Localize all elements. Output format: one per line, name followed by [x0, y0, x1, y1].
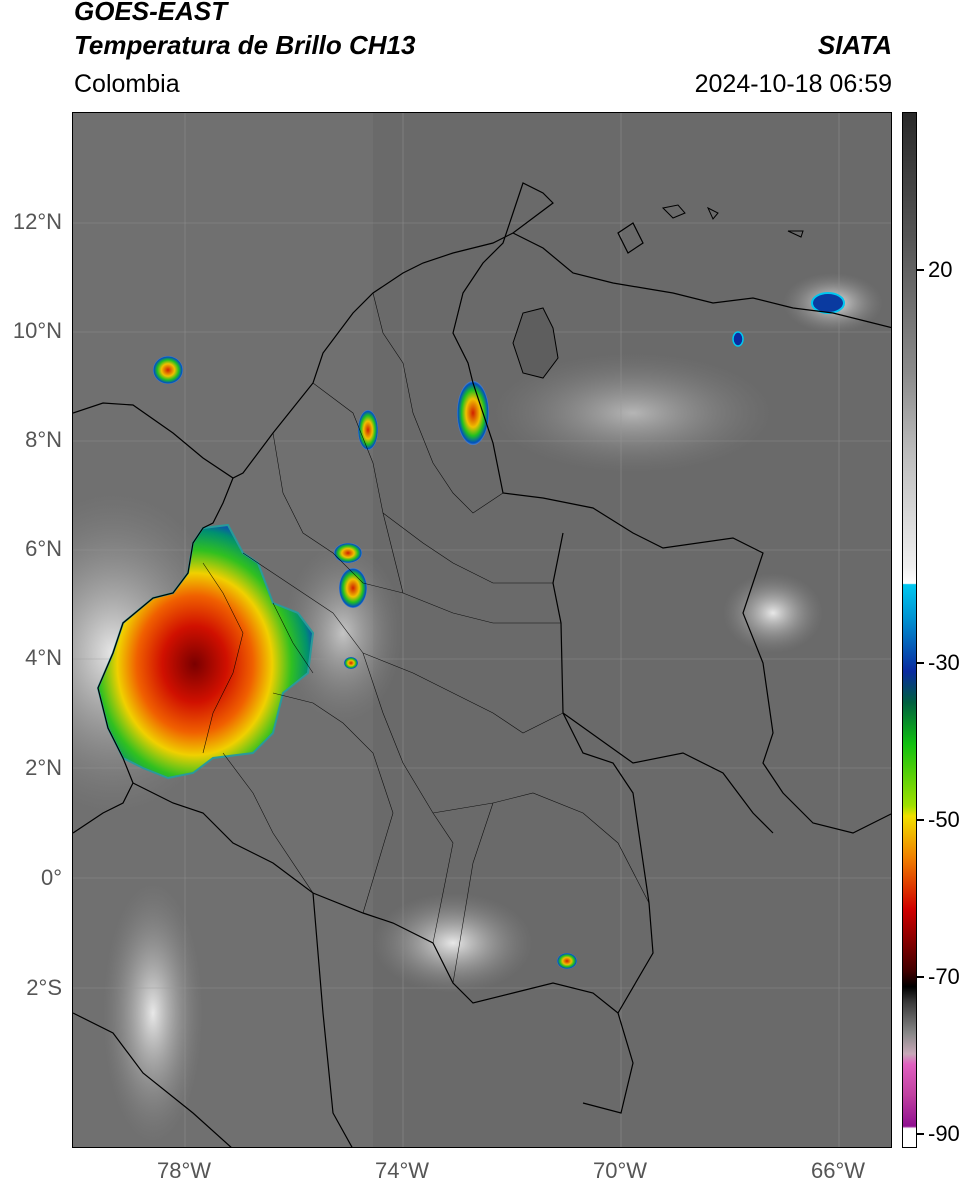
colorbar-label: -70	[928, 964, 960, 989]
lake-maracaibo	[512, 307, 559, 379]
lat-label: 12°N	[12, 209, 62, 234]
lat-label: 6°N	[25, 536, 62, 561]
lon-label: 70°W	[592, 1158, 648, 1183]
lon-label: 78°W	[156, 1158, 212, 1183]
agency-label: SIATA	[817, 30, 892, 60]
lat-label: 8°N	[25, 427, 62, 452]
cloud-band	[493, 353, 773, 473]
colorbar-tick	[917, 1133, 924, 1135]
timestamp-label: 2024-10-18 06:59	[694, 70, 892, 98]
cloud-pacific-south	[103, 883, 203, 1143]
colorbar-tick	[917, 662, 924, 664]
satellite-title: GOES-EAST	[74, 0, 228, 26]
lat-label: 2°N	[25, 755, 62, 780]
storm-cell-magdalena	[358, 410, 378, 450]
storm-cell-antioquia	[339, 568, 367, 608]
colorbar-label: -30	[928, 650, 960, 675]
lat-label: 0°	[40, 865, 62, 890]
satellite-map[interactable]	[72, 112, 892, 1148]
cloud-andes	[283, 543, 403, 723]
map-canvas	[73, 113, 891, 1147]
storm-cell-catatumbo	[457, 381, 489, 445]
region-label: Colombia	[74, 70, 180, 98]
internal-borders	[202, 292, 650, 984]
colorbar-tick	[917, 269, 924, 271]
storm-cell-venezuela	[811, 292, 845, 314]
storm-cell-panama	[153, 356, 183, 384]
borders	[73, 182, 891, 1147]
lon-label: 74°W	[374, 1158, 430, 1183]
colorbar-label: -90	[928, 1121, 960, 1146]
cloud-east	[723, 573, 823, 653]
colorbar	[902, 112, 917, 1148]
storm-cell-tolima	[344, 657, 358, 669]
lon-label: 66°W	[810, 1158, 866, 1183]
storm-cell-amazon	[557, 953, 577, 969]
colorbar-label: -50	[928, 807, 960, 832]
islands	[661, 204, 804, 238]
lat-label: 10°N	[12, 318, 62, 343]
colorbar-tick	[917, 819, 924, 821]
product-title: Temperatura de Brillo CH13	[74, 30, 416, 60]
lat-label: 2°S	[26, 975, 62, 1000]
storm-cell-small-east	[732, 331, 744, 347]
lat-label: 4°N	[25, 645, 62, 670]
colorbar-label: 20	[928, 257, 953, 282]
cloud-amazon	[373, 893, 533, 993]
storm-cell-antioquia-north	[334, 543, 362, 563]
colorbar-tick	[917, 976, 924, 978]
